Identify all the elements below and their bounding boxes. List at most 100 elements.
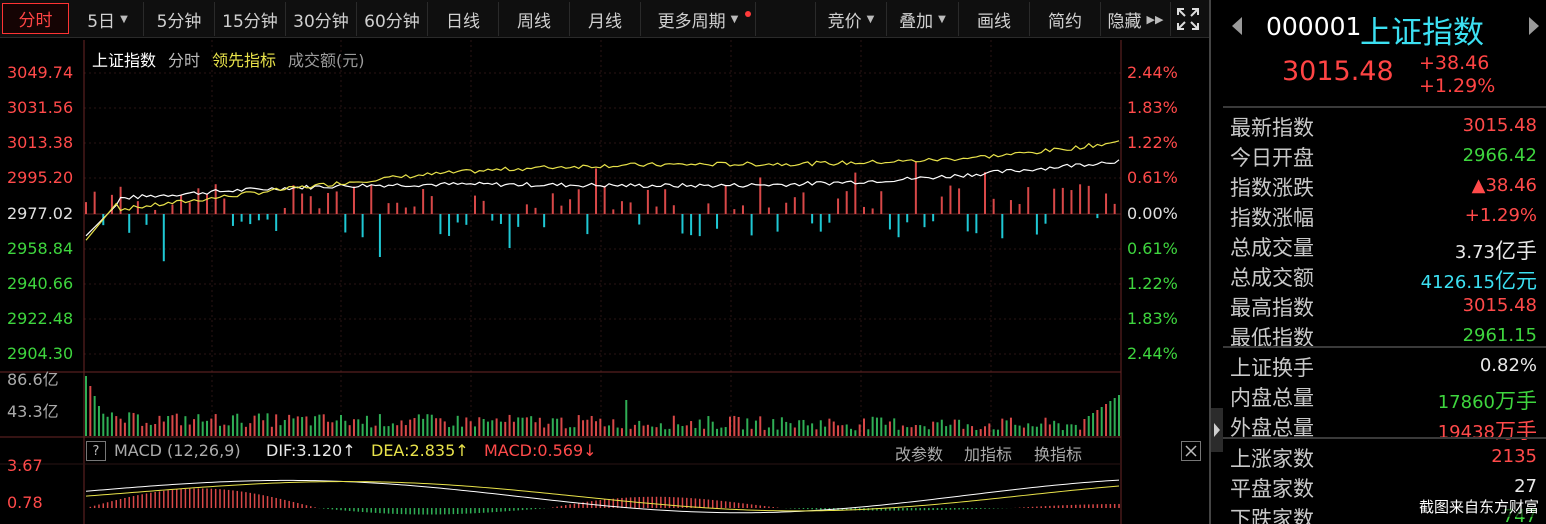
prev-arrow-icon[interactable] <box>1231 16 1243 36</box>
stat-value: 4126.15亿元 <box>1421 265 1537 295</box>
legend-turnover: 成交额(元) <box>288 51 365 70</box>
notification-dot <box>745 11 751 17</box>
stat-number: 17860 <box>1437 392 1495 413</box>
macd-dif-line <box>85 479 1120 514</box>
macd-value: MACD:0.569↓ <box>484 441 597 460</box>
stat-number: 2135 <box>1491 446 1537 467</box>
stat-label: 今日开盘 <box>1230 146 1314 170</box>
chart-canvas[interactable] <box>0 0 1209 524</box>
tab-label: 简约 <box>1048 11 1082 32</box>
pct-axis-label: 2.44% <box>1127 344 1178 363</box>
price-change: +38.46 <box>1419 52 1490 74</box>
stat-label: 总成交量 <box>1230 236 1314 260</box>
pct-axis-label: 0.61% <box>1127 168 1178 187</box>
switch-indicator-button[interactable]: 换指标 <box>1034 445 1083 464</box>
stat-row: 上证换手 0.82% <box>1223 352 1546 382</box>
pct-axis-label: 1.22% <box>1127 133 1178 152</box>
tab-label: 分时 <box>18 11 53 31</box>
pct-axis-label: 0.61% <box>1127 239 1178 258</box>
tab-label: 30分钟 <box>293 11 349 32</box>
stat-number: 3015.48 <box>1462 295 1537 316</box>
collapse-panel-tab[interactable] <box>1211 408 1223 452</box>
tab-monthly[interactable]: 月线 <box>570 2 641 36</box>
chevron-down-icon: ▼ <box>866 13 875 25</box>
fullscreen-icon[interactable] <box>1175 6 1201 32</box>
stat-number: 27 <box>1514 476 1537 497</box>
macd-indicator-name: MACD (12,26,9) <box>114 441 241 460</box>
stat-value: ▲38.46 <box>1472 175 1537 196</box>
stat-value: 2135 <box>1491 446 1537 467</box>
pct-axis-label: 1.83% <box>1127 309 1178 328</box>
stat-label: 平盘家数 <box>1230 477 1314 501</box>
quote-header: 000001 上证指数 3015.48 +38.46 +1.29% <box>1223 0 1546 104</box>
stat-row: 指数涨跌 ▲38.46 <box>1223 172 1546 202</box>
tab-daily[interactable]: 日线 <box>428 2 499 36</box>
tab-label: 叠加 <box>899 11 934 32</box>
stats-section-main: 最新指数 3015.48 今日开盘 2966.42 指数涨跌 ▲38.46 指数涨幅 +1.2… <box>1223 106 1546 350</box>
stat-row: 指数涨幅 +1.29% <box>1223 202 1546 232</box>
stat-row: 内盘总量 17860万手 <box>1223 382 1546 413</box>
price-line <box>85 159 1120 237</box>
tab-label: 5分钟 <box>156 11 202 32</box>
price-axis-label: 3031.56 <box>7 98 74 117</box>
tab-fenshi[interactable]: 分时 <box>2 3 69 34</box>
price-axis-label: 2940.66 <box>7 274 74 293</box>
legend-leading-indicator: 领先指标 <box>212 51 277 70</box>
edit-params-button[interactable]: 改参数 <box>895 445 944 464</box>
btn-overlay[interactable]: 叠加 ▼ <box>887 2 959 36</box>
tab-label: 5日 <box>87 11 116 32</box>
help-icon[interactable]: ? <box>86 441 106 461</box>
pct-axis-label: 0.00% <box>1127 204 1178 223</box>
chevron-right-icon <box>1214 423 1220 437</box>
btn-hide[interactable]: 隐藏 ▶▶ <box>1101 2 1171 36</box>
tab-weekly[interactable]: 周线 <box>499 2 570 36</box>
stat-number: ▲38.46 <box>1471 175 1537 196</box>
macd-header: ? MACD (12,26,9) DIF:3.120↑ DEA:2.835↑ M… <box>84 440 1209 466</box>
price-axis-label: 3049.74 <box>7 63 74 82</box>
price-change-pct: +1.29% <box>1419 75 1496 97</box>
btn-simple[interactable]: 简约 <box>1030 2 1101 36</box>
macd-dif-value: DIF:3.120↑ <box>266 441 356 460</box>
btn-auction[interactable]: 竞价 ▼ <box>815 2 887 36</box>
stat-number: +1.29% <box>1464 205 1537 226</box>
tab-label: 15分钟 <box>222 11 278 32</box>
tab-5min[interactable]: 5分钟 <box>144 2 215 36</box>
period-toolbar: 分时 5日 ▼ 5分钟 15分钟 30分钟 60分钟 日线 周线 月线 更多周期 ▼… <box>0 0 1209 38</box>
volume-axis-label: 86.6亿 <box>7 370 59 389</box>
last-price: 3015.48 <box>1282 56 1394 87</box>
legend-index-name: 上证指数 <box>92 51 157 70</box>
stat-label: 上涨家数 <box>1230 447 1314 471</box>
tab-60min[interactable]: 60分钟 <box>357 2 428 36</box>
chevron-down-icon: ▼ <box>938 13 946 25</box>
tab-label: 画线 <box>977 11 1011 32</box>
price-axis-label: 2922.48 <box>7 309 74 328</box>
btn-draw[interactable]: 画线 <box>959 2 1030 36</box>
stat-number: 3015.48 <box>1462 115 1537 136</box>
tab-more-periods[interactable]: 更多周期 ▼ <box>641 2 756 36</box>
tab-30min[interactable]: 30分钟 <box>286 2 357 36</box>
security-name: 上证指数 <box>1360 15 1484 51</box>
stat-value: 0.82% <box>1480 355 1537 376</box>
chevron-down-icon: ▼ <box>120 13 128 25</box>
add-indicator-button[interactable]: 加指标 <box>964 445 1013 464</box>
intraday-chart-panel: 分时 5日 ▼ 5分钟 15分钟 30分钟 60分钟 日线 周线 月线 更多周期 ▼… <box>0 0 1209 524</box>
tab-label: 竞价 <box>827 11 862 32</box>
macd-dea-line <box>85 481 1120 512</box>
stat-row: 最新指数 3015.48 <box>1223 112 1546 142</box>
next-arrow-icon[interactable] <box>1528 16 1540 36</box>
stat-label: 最新指数 <box>1230 116 1314 140</box>
source-watermark: 截图来自东方财富 <box>1419 496 1540 517</box>
tab-5day[interactable]: 5日 ▼ <box>72 2 144 36</box>
stat-value: 2961.15 <box>1463 325 1537 346</box>
stat-number: 2961.15 <box>1462 325 1537 346</box>
stat-value: +1.29% <box>1465 205 1537 226</box>
chevron-down-icon: ▼ <box>730 13 739 25</box>
double-chevron-right-icon: ▶▶ <box>1146 12 1164 26</box>
stat-row: 今日开盘 2966.42 <box>1223 142 1546 172</box>
close-icon[interactable] <box>1181 441 1201 461</box>
legend-fenshi: 分时 <box>168 51 201 70</box>
tab-label: 隐藏 <box>1107 11 1142 32</box>
macd-dea-value: DEA:2.835↑ <box>371 441 469 460</box>
stat-value: 3015.48 <box>1463 115 1537 136</box>
tab-15min[interactable]: 15分钟 <box>215 2 286 36</box>
